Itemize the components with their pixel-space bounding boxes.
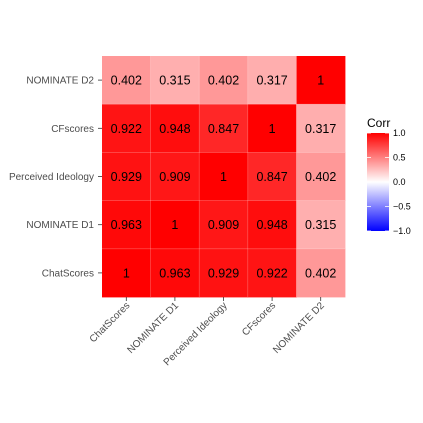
cell-value-label: 1 xyxy=(220,170,227,184)
cell-value-label: 0.929 xyxy=(208,266,239,280)
cell-value-label: 0.317 xyxy=(305,122,336,136)
heatmap-cell xyxy=(296,200,346,250)
cell-value-label: 1 xyxy=(171,218,178,232)
cell-value-label: 0.909 xyxy=(159,170,190,184)
cell-value-label: 0.315 xyxy=(159,74,190,88)
heatmap-cell-labels: 0.402 0.315 0.402 0.317 1 0.922 0.948 0.847 1 0.3… xyxy=(111,74,337,281)
heatmap-cell xyxy=(296,104,346,153)
heatmap-cell xyxy=(247,152,297,201)
heatmap-cell xyxy=(296,56,346,105)
cell-value-label: 0.402 xyxy=(305,170,336,184)
legend-tick-label: 1.0 xyxy=(393,128,406,138)
legend-ticks: 1.0 0.5 0.0 −0.5 −1.0 xyxy=(367,128,411,236)
cell-value-label: 0.948 xyxy=(159,122,190,136)
legend-colorbar xyxy=(367,133,389,231)
heatmap-cell xyxy=(150,200,200,250)
heatmap-cell xyxy=(102,56,151,105)
legend: Corr 1.0 0.5 0.0 −0.5 −1.0 xyxy=(367,116,411,236)
x-tick-label: ChatScores xyxy=(88,300,133,345)
heatmap-cell xyxy=(150,56,200,105)
cell-value-label: 0.402 xyxy=(305,266,336,280)
cell-value-label: 0.929 xyxy=(111,170,142,184)
heatmap-cell xyxy=(199,56,249,105)
cell-value-label: 0.847 xyxy=(208,122,239,136)
x-tick-label: NOMINATE D1 xyxy=(125,300,181,356)
heatmap-cell xyxy=(296,152,346,201)
x-tick-label: NOMINATE D2 xyxy=(271,300,327,356)
cell-value-label: 0.317 xyxy=(256,74,287,88)
heatmap-cell xyxy=(247,104,297,153)
heatmap-cells xyxy=(102,56,346,298)
heatmap-cell xyxy=(199,248,249,298)
heatmap-cell xyxy=(102,200,151,250)
heatmap-cell xyxy=(102,248,151,298)
cell-value-label: 0.963 xyxy=(159,266,190,280)
heatmap-cell xyxy=(199,104,249,153)
heatmap-cell xyxy=(150,248,200,298)
heatmap-cell xyxy=(247,248,297,298)
legend-title: Corr xyxy=(367,116,390,130)
heatmap-cell xyxy=(247,200,297,250)
y-tick-label: NOMINATE D2 xyxy=(26,76,94,87)
cell-value-label: 0.948 xyxy=(256,218,287,232)
cell-value-label: 0.315 xyxy=(305,218,336,232)
legend-tick-label: 0.0 xyxy=(393,177,406,187)
heatmap-cell xyxy=(199,200,249,250)
y-axis: NOMINATE D2 CFscores Perceived Ideology NOM… xyxy=(9,76,102,279)
heatmap-cell xyxy=(296,248,346,298)
heatmap-cell xyxy=(102,152,151,201)
cell-value-label: 0.922 xyxy=(256,266,287,280)
cell-value-label: 0.402 xyxy=(208,74,239,88)
y-tick-label: CFscores xyxy=(51,124,94,135)
legend-tick-label: −1.0 xyxy=(393,226,411,236)
heatmap-cell xyxy=(102,104,151,153)
heatmap-cell xyxy=(247,56,297,105)
cell-value-label: 0.402 xyxy=(111,74,142,88)
y-tick-label: NOMINATE D1 xyxy=(26,220,94,231)
cell-value-label: 0.847 xyxy=(256,170,287,184)
y-tick-label: ChatScores xyxy=(42,268,94,279)
cell-value-label: 0.922 xyxy=(111,122,142,136)
legend-tick-label: 0.5 xyxy=(393,153,406,163)
cell-value-label: 0.909 xyxy=(208,218,239,232)
heatmap-cell xyxy=(150,104,200,153)
legend-tick-label: −0.5 xyxy=(393,202,411,212)
heatmap-cell xyxy=(199,152,249,201)
cell-value-label: 0.963 xyxy=(111,218,142,232)
cell-value-label: 1 xyxy=(123,266,130,280)
x-tick-label: CFscores xyxy=(240,300,278,338)
y-tick-label: Perceived Ideology xyxy=(9,172,94,183)
cell-value-label: 1 xyxy=(317,74,324,88)
heatmap-cell xyxy=(150,152,200,201)
cell-value-label: 1 xyxy=(269,122,276,136)
